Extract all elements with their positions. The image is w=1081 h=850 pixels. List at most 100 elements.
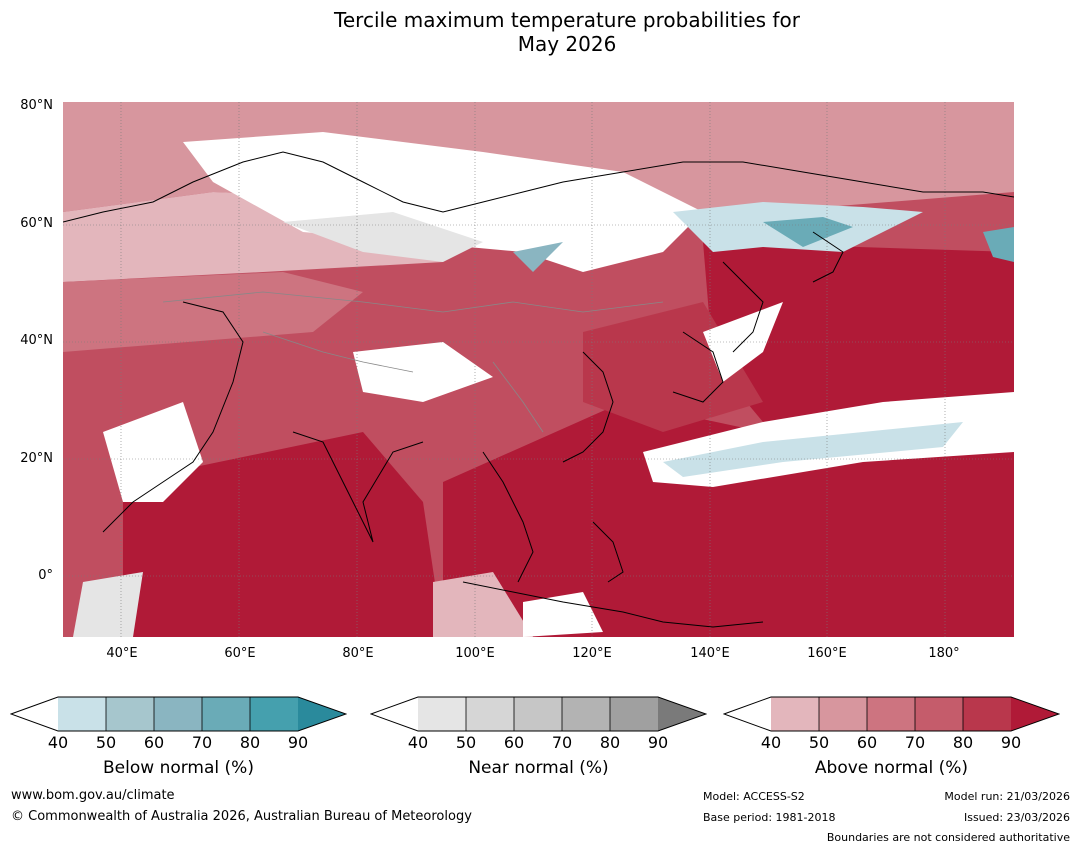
lat-label-80n: 80°N — [20, 98, 53, 113]
map-canvas — [63, 102, 1014, 637]
cbar-below-seg-1 — [58, 697, 106, 731]
cbar-below-tick-70: 70 — [191, 733, 213, 752]
cbar-above-tick-90: 90 — [1000, 733, 1022, 752]
lon-label-40e: 40°E — [106, 646, 138, 661]
cbar-near-seg-2 — [466, 697, 514, 731]
cbar-above-tick-60: 60 — [856, 733, 878, 752]
probability-map — [63, 102, 1014, 637]
baikal-below-normal-region — [513, 242, 563, 272]
cbar-above-seg-0 — [724, 697, 771, 731]
boundaries-note: Boundaries are not considered authoritat… — [826, 831, 1070, 844]
siberia-near-normal-region — [283, 212, 483, 262]
colorbar-near-swatches — [369, 696, 708, 732]
lon-label-160e: 160°E — [807, 646, 847, 661]
cbar-below-seg-5 — [250, 697, 298, 731]
website-link[interactable]: www.bom.gov.au/climate — [11, 788, 175, 803]
cbar-near-caption: Near normal (%) — [468, 758, 609, 778]
colorbar-above-normal: 40 50 60 70 80 90 Above normal (%) — [722, 696, 1061, 778]
east-africa-near-normal-region — [73, 572, 143, 637]
copyright-text: © Commonwealth of Australia 2026, Austra… — [11, 809, 472, 824]
tibet-white-region — [353, 342, 493, 402]
cbar-above-caption: Above normal (%) — [814, 758, 969, 778]
cbar-above-seg-4 — [915, 697, 963, 731]
lat-label-20n: 20°N — [20, 451, 53, 466]
cbar-near-seg-3 — [514, 697, 562, 731]
colorbar-below-normal: 40 50 60 70 80 90 Below normal (%) — [9, 696, 348, 778]
arabia-coastline — [102, 301, 244, 533]
lon-label-80e: 80°E — [342, 646, 374, 661]
china-coastline — [562, 351, 614, 463]
lat-label-60n: 60°N — [20, 216, 53, 231]
cbar-below-seg-4 — [202, 697, 250, 731]
chart-title: Tercile maximum temperature probabilitie… — [0, 8, 1081, 56]
siberia-no-signal-region — [183, 132, 703, 272]
cbar-near-tick-70: 70 — [551, 733, 573, 752]
cbar-below-tick-80: 80 — [239, 733, 261, 752]
cbar-near-seg-5 — [610, 697, 658, 731]
cbar-above-seg-6 — [1011, 697, 1059, 731]
cbar-above-tick-50: 50 — [808, 733, 830, 752]
cbar-above-seg-1 — [771, 697, 819, 731]
cbar-below-seg-3 — [154, 697, 202, 731]
cbar-below-seg-6 — [298, 697, 346, 731]
model-text: Model: ACCESS-S2 — [703, 790, 805, 803]
okhotsk-below-normal-region — [763, 217, 853, 247]
horn-of-africa-white-region — [103, 402, 203, 502]
north-pacific-region — [703, 242, 1014, 422]
cbar-near-tick-80: 80 — [599, 733, 621, 752]
cbar-below-tick-40: 40 — [47, 733, 69, 752]
india-coastline — [292, 431, 424, 543]
lon-label-140e: 140°E — [690, 646, 730, 661]
sakhalin-coastline — [722, 261, 764, 353]
cbar-near-seg-0 — [371, 697, 418, 731]
java-sea-region — [433, 572, 533, 637]
cbar-below-tick-90: 90 — [287, 733, 309, 752]
coastlines — [63, 151, 1014, 628]
cbar-above-tick-40: 40 — [760, 733, 782, 752]
cbar-below-caption: Below normal (%) — [103, 758, 254, 778]
cbar-near-seg-6 — [658, 697, 706, 731]
kamchatka-coastline — [812, 231, 844, 283]
bering-below-normal-region — [983, 227, 1014, 262]
indonesia-white-region — [523, 592, 603, 637]
indonesia-coastline — [462, 581, 764, 628]
cbar-near-tick-90: 90 — [647, 733, 669, 752]
cbar-near-tick-40: 40 — [407, 733, 429, 752]
lat-label-40n: 40°N — [20, 333, 53, 348]
cbar-above-tick-70: 70 — [904, 733, 926, 752]
indochina-coastline — [482, 451, 534, 583]
lon-label-60e: 60°E — [224, 646, 256, 661]
central-asia-west-region — [63, 272, 363, 352]
subtropical-pacific-below-normal — [663, 422, 963, 477]
cbar-near-tick-60: 60 — [503, 733, 525, 752]
cbar-near-seg-4 — [562, 697, 610, 731]
cbar-above-seg-5 — [963, 697, 1011, 731]
lon-label-180: 180° — [928, 646, 960, 661]
cbar-below-seg-2 — [106, 697, 154, 731]
model-run-text: Model run: 21/03/2026 — [944, 790, 1070, 803]
philippines-coastline — [592, 521, 624, 583]
lon-label-120e: 120°E — [572, 646, 612, 661]
colorbar-near-normal: 40 50 60 70 80 90 Near normal (%) — [369, 696, 708, 778]
arctic-coastline — [63, 151, 1014, 223]
cbar-near-tick-50: 50 — [455, 733, 477, 752]
country-boundaries — [162, 291, 664, 433]
korea-japan-coastline — [672, 331, 724, 403]
lat-label-0: 0° — [38, 568, 53, 583]
cbar-below-tick-50: 50 — [95, 733, 117, 752]
cbar-above-tick-80: 80 — [952, 733, 974, 752]
cbar-above-seg-2 — [819, 697, 867, 731]
title-line-1: Tercile maximum temperature probabilitie… — [334, 8, 800, 32]
base-period-text: Base period: 1981-2018 — [703, 811, 836, 824]
title-line-2: May 2026 — [517, 32, 617, 56]
cbar-near-seg-1 — [418, 697, 466, 731]
issued-text: Issued: 23/03/2026 — [963, 811, 1070, 824]
cbar-below-seg-0 — [11, 697, 58, 731]
arabian-sea-region — [123, 432, 443, 637]
lon-label-100e: 100°E — [455, 646, 495, 661]
cbar-below-tick-60: 60 — [143, 733, 165, 752]
colorbar-below-swatches — [9, 696, 348, 732]
colorbar-above-swatches — [722, 696, 1061, 732]
gridlines — [63, 102, 1014, 637]
cbar-above-seg-3 — [867, 697, 915, 731]
